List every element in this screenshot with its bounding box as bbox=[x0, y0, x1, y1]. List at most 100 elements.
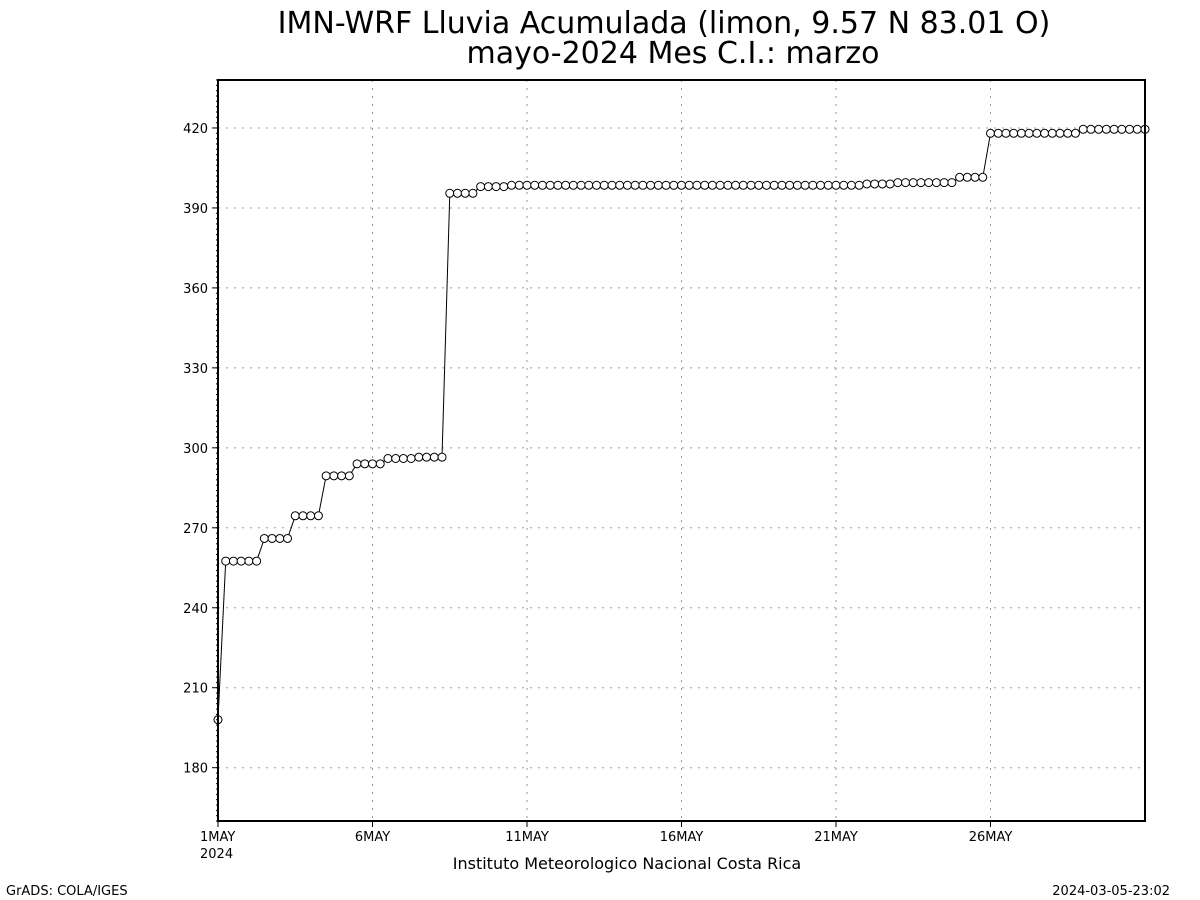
data-point bbox=[391, 453, 401, 463]
data-point bbox=[1024, 128, 1034, 138]
y-tick-label: 270 bbox=[183, 522, 208, 537]
data-point bbox=[846, 180, 856, 190]
data-point bbox=[831, 180, 841, 190]
data-point bbox=[491, 182, 501, 192]
gridlines bbox=[218, 80, 1145, 821]
y-tick-label: 210 bbox=[183, 682, 208, 697]
data-point bbox=[537, 180, 547, 190]
data-point bbox=[329, 471, 339, 481]
chart-title: IMN-WRF Lluvia Acumulada (limon, 9.57 N … bbox=[278, 6, 1051, 41]
chart-subtitle: mayo-2024 Mes C.I.: marzo bbox=[466, 36, 879, 71]
data-point bbox=[414, 452, 424, 462]
data-point bbox=[677, 180, 686, 190]
y-tick-label: 390 bbox=[183, 202, 208, 217]
data-point bbox=[530, 180, 540, 190]
data-point bbox=[483, 182, 493, 192]
data-point bbox=[1132, 124, 1142, 134]
data-point bbox=[344, 471, 354, 481]
data-point bbox=[630, 180, 640, 190]
plot-frame bbox=[217, 79, 1146, 822]
data-point bbox=[406, 453, 416, 463]
data-point bbox=[785, 180, 795, 190]
data-point bbox=[646, 180, 656, 190]
data-point bbox=[476, 182, 486, 192]
data-point bbox=[592, 180, 602, 190]
data-point bbox=[893, 178, 903, 188]
data-point bbox=[1009, 128, 1019, 138]
data-point bbox=[692, 180, 702, 190]
data-point bbox=[800, 180, 810, 190]
y-tick-label: 300 bbox=[183, 442, 208, 457]
y-tick-label: 180 bbox=[183, 762, 208, 777]
data-point bbox=[452, 188, 462, 198]
data-point bbox=[1040, 128, 1050, 138]
x-tick-label: 26MAY bbox=[969, 830, 1013, 845]
data-point bbox=[939, 178, 949, 188]
data-point bbox=[337, 471, 347, 481]
data-point bbox=[653, 180, 663, 190]
timestamp: 2024-03-05-23:02 bbox=[1052, 884, 1170, 899]
data-point bbox=[962, 172, 972, 182]
data-point bbox=[707, 180, 717, 190]
data-point bbox=[916, 178, 926, 188]
data-point bbox=[275, 533, 285, 543]
data-point bbox=[862, 179, 872, 189]
data-point bbox=[568, 180, 578, 190]
data-point bbox=[445, 188, 455, 198]
data-point bbox=[259, 533, 269, 543]
data-point bbox=[769, 180, 779, 190]
x-tick-sublabel: 2024 bbox=[200, 847, 233, 862]
data-point bbox=[715, 180, 725, 190]
data-point bbox=[267, 533, 277, 543]
data-point bbox=[599, 180, 609, 190]
data-point bbox=[1070, 128, 1080, 138]
data-point bbox=[352, 459, 362, 469]
data-point bbox=[615, 180, 625, 190]
data-point bbox=[1086, 124, 1096, 134]
data-point bbox=[1047, 128, 1057, 138]
data-point bbox=[854, 180, 864, 190]
data-point bbox=[955, 172, 965, 182]
data-point bbox=[514, 180, 524, 190]
data-point bbox=[885, 179, 895, 189]
data-point bbox=[422, 452, 432, 462]
data-point bbox=[1063, 128, 1073, 138]
data-point bbox=[746, 180, 756, 190]
data-point bbox=[437, 452, 447, 462]
data-point bbox=[499, 182, 509, 192]
data-point bbox=[808, 180, 818, 190]
software-credit: GrADS: COLA/IGES bbox=[6, 884, 128, 899]
data-point bbox=[244, 556, 254, 566]
data-point bbox=[306, 511, 316, 521]
data-point bbox=[901, 178, 911, 188]
data-point bbox=[1001, 128, 1011, 138]
data-point bbox=[1125, 124, 1135, 134]
data-point bbox=[576, 180, 586, 190]
data-point bbox=[978, 172, 988, 182]
data-point bbox=[1055, 128, 1065, 138]
data-point bbox=[313, 511, 323, 521]
data-point bbox=[236, 556, 246, 566]
data-point bbox=[931, 178, 941, 188]
data-point bbox=[522, 180, 532, 190]
data-point bbox=[908, 178, 918, 188]
data-point bbox=[398, 453, 408, 463]
data-point bbox=[777, 180, 787, 190]
data-point bbox=[754, 180, 764, 190]
data-point bbox=[622, 180, 632, 190]
x-tick-label: 11MAY bbox=[505, 830, 549, 845]
data-point bbox=[970, 172, 980, 182]
data-point bbox=[870, 179, 880, 189]
data-point bbox=[468, 188, 478, 198]
data-point bbox=[723, 180, 733, 190]
institution-label: Instituto Meteorologico Nacional Costa R… bbox=[453, 854, 801, 873]
y-tick-label: 360 bbox=[183, 282, 208, 297]
data-point bbox=[877, 179, 887, 189]
data-point bbox=[738, 180, 748, 190]
data-point bbox=[545, 180, 555, 190]
data-point bbox=[507, 180, 517, 190]
data-point bbox=[1078, 124, 1088, 134]
data-point bbox=[429, 452, 439, 462]
data-point bbox=[1117, 124, 1127, 134]
